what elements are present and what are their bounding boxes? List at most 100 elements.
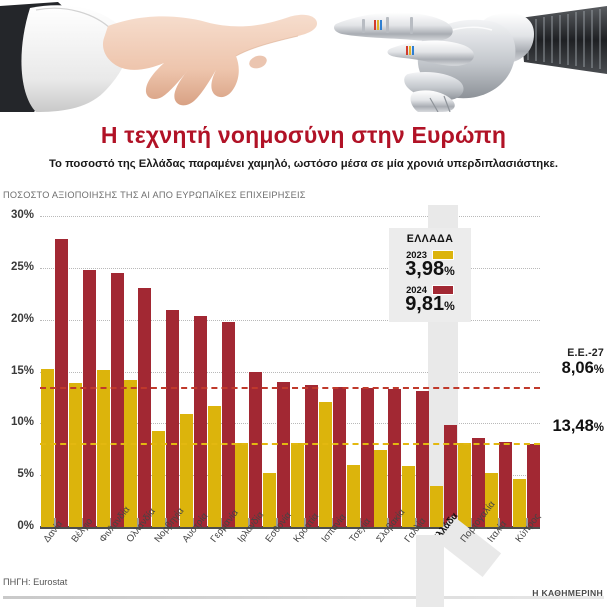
x-axis-line	[40, 526, 540, 529]
bar-group[interactable]	[318, 216, 348, 527]
bar-group[interactable]	[346, 216, 376, 527]
callout-value-2024: 9,81%	[405, 293, 455, 315]
eu-value: 8,06%	[561, 359, 604, 378]
bar-group[interactable]	[68, 216, 98, 527]
bar-2023[interactable]	[513, 479, 527, 527]
bar-2023[interactable]	[291, 443, 304, 527]
x-axis-tick	[137, 518, 139, 527]
bar-group[interactable]	[234, 216, 264, 527]
plot-area: 0% 5% 10% 15% 20% 25% 30%	[11, 205, 542, 532]
page-title: Η τεχνητή νοημοσύνη στην Ευρώπη	[100, 122, 507, 148]
x-axis-tick	[498, 518, 500, 527]
bar-2023[interactable]	[96, 370, 110, 527]
callout-legend-2023: 2023	[389, 249, 471, 260]
bar-2024[interactable]	[527, 444, 541, 527]
x-axis-tick	[109, 518, 112, 527]
gridline	[40, 371, 540, 373]
bar-group[interactable]	[96, 216, 126, 527]
bar-2024[interactable]	[416, 391, 430, 527]
bar-group[interactable]	[401, 216, 431, 527]
bar-2023[interactable]	[402, 465, 416, 527]
x-axis-tick	[526, 518, 528, 527]
bar-2024[interactable]	[249, 371, 263, 527]
bar-2023[interactable]	[485, 473, 499, 527]
bar-group[interactable]	[262, 216, 292, 527]
bar-2024[interactable]	[277, 381, 291, 527]
bar-2024[interactable]	[55, 238, 68, 527]
page-subtitle: Το ποσοστό της Ελλάδας παραμένει χαμηλό,…	[49, 158, 558, 170]
source-note: ΠΗΓΗ: Eurostat	[3, 577, 68, 587]
legend-swatch-2024-icon	[431, 284, 454, 295]
bar-group[interactable]	[457, 216, 487, 527]
second-reference-annotation: 13,48%	[552, 417, 604, 436]
bar-2023[interactable]	[124, 379, 138, 527]
bar-group[interactable]	[179, 216, 209, 527]
callout-value-2023: 3,98%	[405, 258, 455, 280]
bar-2024[interactable]	[388, 389, 402, 527]
x-axis-tick	[81, 518, 84, 527]
bar-2023[interactable]	[152, 430, 166, 527]
x-axis-tick	[359, 518, 362, 527]
bar-2023[interactable]	[41, 369, 54, 527]
bar-2024[interactable]	[138, 287, 152, 527]
x-axis-labels: Δανία Βέλγιο Φινλανδία Ολλανδία Νορβηγία Αυστ…	[40, 499, 543, 597]
bar-2023[interactable]	[263, 473, 277, 527]
chart-kicker: ΠΟΣΟΣΤΟ ΑΞΙΟΠΟΙΗΣΗΣ ΤΗΣ ΑΙ ΑΠΟ ΕΥΡΩΠΑΪΚΕ…	[3, 190, 306, 200]
bar-2024[interactable]	[110, 273, 124, 527]
bar-2024[interactable]	[443, 425, 457, 527]
x-axis-tick	[304, 518, 306, 527]
eu-reference-annotation: E.E.-27 8,06%	[562, 347, 604, 378]
gridline	[40, 216, 540, 217]
y-axis-tick-label: 10%	[10, 416, 34, 429]
bar-2024[interactable]	[221, 321, 235, 527]
x-axis-tick	[470, 518, 473, 527]
bar-group[interactable]	[429, 216, 459, 527]
bar-group[interactable]	[40, 216, 70, 527]
y-axis-tick-label: 25%	[10, 260, 34, 273]
x-axis-tick	[276, 518, 278, 527]
bar-series-container	[40, 216, 542, 527]
x-axis-tick	[442, 518, 445, 527]
bar-2023[interactable]	[235, 443, 249, 527]
bar-group[interactable]	[151, 216, 181, 527]
bar-2024[interactable]	[82, 269, 96, 527]
bar-group[interactable]	[373, 216, 403, 527]
bar-group[interactable]	[484, 216, 514, 527]
bar-2023[interactable]	[179, 414, 193, 527]
bar-2023[interactable]	[457, 443, 471, 527]
bar-2024[interactable]	[471, 437, 485, 527]
x-axis-tick	[331, 518, 334, 527]
bar-group[interactable]	[207, 216, 237, 527]
bar-2024[interactable]	[332, 387, 346, 527]
callout-country: ΕΛΛΑΔΑ	[406, 233, 454, 245]
bar-2023[interactable]	[374, 450, 388, 527]
greece-callout: ΕΛΛΑΔΑ 2023 3,98% 2024 9,81%	[389, 228, 471, 322]
bar-2024[interactable]	[305, 384, 318, 527]
gridline	[40, 267, 540, 269]
x-axis-tick	[248, 518, 250, 527]
callout-year-2023: 2023	[406, 249, 427, 260]
y-axis-tick-label: 0%	[17, 520, 34, 532]
bar-2023[interactable]	[318, 401, 332, 527]
bar-2023[interactable]	[346, 464, 360, 527]
bar-2023[interactable]	[429, 485, 443, 527]
bar-2024[interactable]	[360, 388, 374, 527]
bar-2024[interactable]	[499, 442, 513, 527]
gridline	[40, 319, 540, 321]
bar-2024[interactable]	[166, 310, 180, 527]
bar-2023[interactable]	[68, 382, 82, 527]
reference-line-secondary	[40, 443, 540, 446]
x-axis-tick	[220, 518, 223, 527]
bar-group[interactable]	[290, 216, 320, 527]
bar-group[interactable]	[512, 216, 542, 527]
callout-year-2024: 2024	[406, 284, 427, 295]
x-axis-tick	[192, 518, 195, 527]
eu-label: E.E.-27	[567, 347, 604, 360]
bar-2024[interactable]	[193, 315, 207, 527]
footer-rule	[3, 596, 604, 599]
bar-group[interactable]	[123, 216, 153, 527]
bar-2023[interactable]	[207, 405, 221, 527]
x-axis-tick	[387, 518, 389, 527]
callout-legend-2024: 2024	[389, 284, 471, 295]
